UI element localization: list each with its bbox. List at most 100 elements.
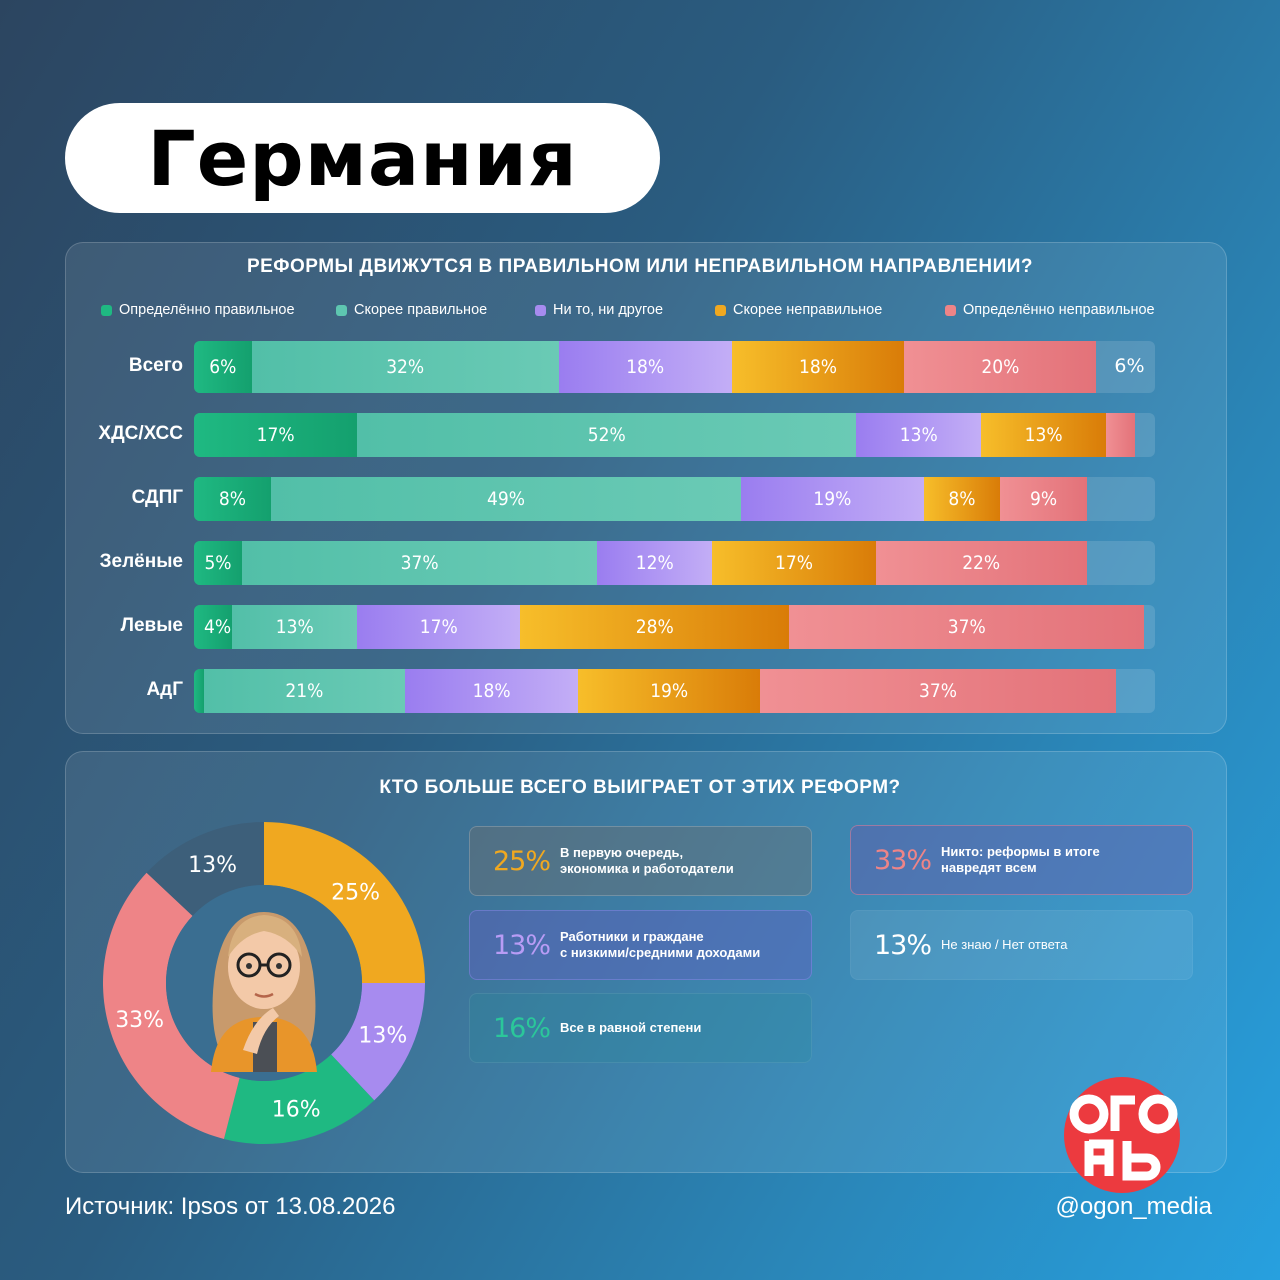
bar-track: 17% 52% 13% 13% xyxy=(194,413,1155,457)
chart2-title: КТО БОЛЬШЕ ВСЕГО ВЫИГРАЕТ ОТ ЭТИХ РЕФОРМ… xyxy=(379,777,901,798)
segment-label: 52% xyxy=(587,424,626,446)
segment-label: 5% xyxy=(204,552,232,574)
legend-item: Определённо правильное xyxy=(101,300,295,320)
bar-segment: 22% xyxy=(875,541,1087,585)
bar-segment: 19% xyxy=(741,477,924,521)
page-title: Германия xyxy=(147,113,578,203)
segment-label: 8% xyxy=(948,488,976,510)
legend-label: Определённо правильное xyxy=(119,302,295,318)
donut-slice-label: 16% xyxy=(272,1097,321,1122)
social-handle[interactable]: @ogon_media xyxy=(1055,1193,1212,1220)
answer-card: 25% В первую очередь, экономика и работода… xyxy=(469,826,812,896)
bar-segment: 1% xyxy=(194,669,231,713)
donut-slice-label: 13% xyxy=(358,1023,407,1048)
legend-label: Ни то, ни другое xyxy=(553,302,664,318)
donut-chart: 25% 13% 16% 33% 13% xyxy=(102,822,425,1144)
bar-segment: 21% xyxy=(203,669,406,713)
bar-segment: 9% xyxy=(1000,477,1087,521)
card-label: Все в равной степени xyxy=(560,1020,702,1035)
card-percent: 33% xyxy=(873,844,932,876)
segment-label: 18% xyxy=(472,680,511,702)
legend-swatch xyxy=(945,304,956,316)
segment-label: 32% xyxy=(386,356,425,378)
bar-segment: 32% xyxy=(251,341,559,393)
bar-segment: 6% xyxy=(194,341,252,393)
segment-label: 17% xyxy=(774,552,813,574)
bar-segment: 52% xyxy=(357,413,857,457)
donut-slice-label: 25% xyxy=(331,880,380,905)
segment-label: 13% xyxy=(275,616,314,638)
bar-segment: 17% xyxy=(712,541,876,585)
bar-segment: 13% xyxy=(856,413,982,457)
legend-swatch xyxy=(101,304,112,316)
bar-segment: 17% xyxy=(357,605,521,649)
segment-label: 12% xyxy=(635,552,674,574)
legend-label: Скорее правильное xyxy=(354,302,488,318)
donut-slice xyxy=(264,822,425,983)
bar-track: 6% 32% 18% 18% 20% xyxy=(194,341,1155,393)
bar-segment: 5% xyxy=(194,541,242,585)
row-label: СДПГ xyxy=(131,487,183,508)
donut-slice xyxy=(223,1054,375,1144)
bar-segment: 18% xyxy=(405,669,578,713)
logo-mark xyxy=(1069,1094,1178,1181)
segment-label: 13% xyxy=(1024,424,1063,446)
thinking-person-illustration xyxy=(211,912,317,1072)
legend-swatch xyxy=(336,304,347,316)
bar-segment: 37% xyxy=(760,669,1116,713)
bar-track: 8% 49% 19% 8% 9% xyxy=(194,477,1155,521)
bar-track: 1% 21% 18% 19% 37% xyxy=(194,669,1155,713)
segment-label: 4% xyxy=(204,616,232,638)
segment-label: 18% xyxy=(626,356,665,378)
donut-slice xyxy=(102,872,240,1139)
source-note: Источник: Ipsos от 13.08.2026 xyxy=(65,1193,396,1220)
answer-card: 33% Никто: реформы в итоге наврeдят всем xyxy=(850,825,1193,895)
bar-segment: 37% xyxy=(242,541,598,585)
card-percent: 13% xyxy=(873,929,932,961)
segment-label: 8% xyxy=(218,488,246,510)
legend-label: Определённо неправильное xyxy=(963,302,1155,318)
row-label: ХДС/ХСС xyxy=(98,423,183,444)
answer-card: 13% Работники и граждане с низкими/средним… xyxy=(469,910,812,980)
card-percent: 16% xyxy=(492,1012,551,1044)
title-pill: Германия xyxy=(65,103,660,213)
donut-svg: 25% 13% 16% 33% 13% xyxy=(102,822,425,1144)
remainder-label: 6% xyxy=(1114,355,1145,377)
bar-segment: 28% xyxy=(520,605,790,649)
bar-segment: 20% xyxy=(904,341,1097,393)
segment-label: 37% xyxy=(947,616,986,638)
legend-item: Скорее правильное xyxy=(336,300,487,320)
card-percent: 13% xyxy=(492,929,551,961)
card-percent: 25% xyxy=(492,845,551,877)
logo-circle xyxy=(1064,1077,1180,1193)
row-label: Левые xyxy=(120,615,183,636)
donut-slice xyxy=(331,983,425,1101)
segment-label: 37% xyxy=(918,680,957,702)
segment-label: 20% xyxy=(981,356,1020,378)
bar-segment: 18% xyxy=(731,341,905,393)
answer-card: 16% Все в равной степени xyxy=(469,993,812,1063)
bar-segment: 18% xyxy=(558,341,732,393)
bar-segment: 19% xyxy=(578,669,761,713)
legend-label: Скорее неправильное xyxy=(733,302,883,318)
legend-item: Определённо неправильное xyxy=(945,300,1155,320)
bar-segment xyxy=(1106,413,1135,457)
legend-swatch xyxy=(535,304,546,316)
segment-label: 18% xyxy=(798,356,837,378)
donut-slice-label: 33% xyxy=(115,1008,164,1033)
card-label: Никто: реформы в итоге наврeдят всем xyxy=(941,844,1100,875)
bar-segment: 12% xyxy=(597,541,713,585)
bar-segment: 8% xyxy=(923,477,1001,521)
ogon-logo xyxy=(1064,1077,1180,1193)
bar-segment: 49% xyxy=(270,477,742,521)
segment-label: 9% xyxy=(1030,488,1058,510)
chart1-title: РЕФОРМЫ ДВИЖУТСЯ В ПРАВИЛЬНОМ ИЛИ НЕПРАВ… xyxy=(246,256,1034,277)
bar-segment: 8% xyxy=(194,477,271,521)
segment-label: 37% xyxy=(400,552,439,574)
bar-track: 4% 13% 17% 28% 37% xyxy=(194,605,1155,649)
segment-label: 22% xyxy=(962,552,1001,574)
bar-segment: 37% xyxy=(789,605,1145,649)
card-label: В первую очередь, экономика и работодател… xyxy=(560,845,734,876)
bar-track: 5% 37% 12% 17% 22% xyxy=(194,541,1155,585)
segment-label: 19% xyxy=(813,488,852,510)
